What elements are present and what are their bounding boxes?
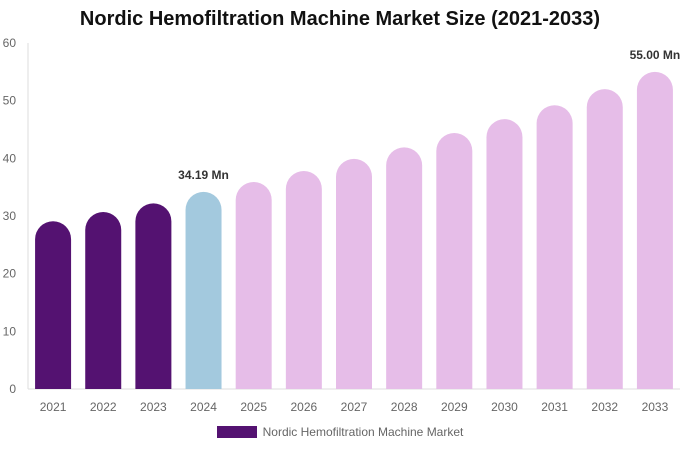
legend-swatch bbox=[216, 426, 257, 438]
x-tick-label: 2023 bbox=[140, 400, 167, 414]
y-tick-label: 20 bbox=[3, 267, 17, 281]
x-tick-label: 2033 bbox=[642, 400, 669, 414]
bar-2022 bbox=[85, 211, 122, 389]
bar-2021 bbox=[35, 221, 72, 389]
x-tick-label: 2032 bbox=[591, 400, 618, 414]
bar-2033 bbox=[636, 71, 673, 389]
y-tick-label: 30 bbox=[3, 209, 17, 223]
bar-2029 bbox=[436, 132, 473, 389]
x-tick-label: 2027 bbox=[341, 400, 368, 414]
legend: Nordic Hemofiltration Machine Market bbox=[0, 425, 680, 439]
x-tick-label: 2022 bbox=[90, 400, 117, 414]
x-tick-label: 2024 bbox=[190, 400, 217, 414]
bar-2032 bbox=[586, 89, 623, 389]
bar-2027 bbox=[336, 158, 372, 389]
x-tick-label: 2025 bbox=[240, 400, 267, 414]
data-label: 55.00 Mn bbox=[630, 48, 680, 62]
bar-2026 bbox=[285, 171, 322, 389]
legend-label: Nordic Hemofiltration Machine Market bbox=[262, 425, 464, 439]
bar-2024 bbox=[185, 191, 222, 389]
x-tick-label: 2021 bbox=[40, 400, 67, 414]
x-tick-label: 2031 bbox=[541, 400, 568, 414]
data-label: 34.19 Mn bbox=[178, 168, 229, 182]
chart-title: Nordic Hemofiltration Machine Market Siz… bbox=[79, 8, 601, 30]
x-tick-label: 2026 bbox=[290, 400, 317, 414]
x-tick-label: 2028 bbox=[391, 400, 418, 414]
x-tick-label: 2030 bbox=[491, 400, 518, 414]
x-tick-label: 2029 bbox=[441, 400, 468, 414]
bar-2025 bbox=[235, 181, 272, 389]
y-tick-label: 50 bbox=[3, 94, 17, 108]
bar-2023 bbox=[135, 203, 172, 389]
bar-2028 bbox=[386, 147, 423, 389]
bar-2031 bbox=[536, 105, 573, 389]
y-tick-label: 0 bbox=[9, 382, 16, 396]
y-tick-label: 60 bbox=[3, 36, 17, 50]
y-tick-label: 40 bbox=[3, 151, 17, 165]
y-tick-label: 10 bbox=[3, 324, 17, 338]
bar-2030 bbox=[486, 119, 523, 389]
